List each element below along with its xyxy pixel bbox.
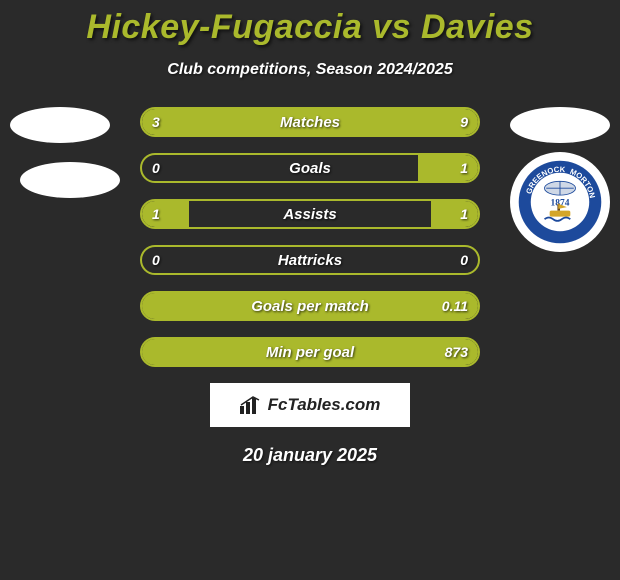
stat-fill-right (226, 109, 478, 135)
stat-value-left: 0 (142, 155, 170, 181)
stat-row: 01Goals (140, 153, 480, 183)
page-subtitle: Club competitions, Season 2024/2025 (0, 61, 620, 79)
player-left-avatar-placeholder (10, 107, 110, 143)
stat-fill-right (431, 201, 478, 227)
stat-rows: 39Matches01Goals11Assists00Hattricks0.11… (140, 107, 480, 367)
brand-chart-icon (240, 396, 262, 414)
stat-row: 11Assists (140, 199, 480, 229)
player-left-club-placeholder (20, 162, 120, 198)
stat-row: 0 0Hattricks (140, 245, 480, 275)
stat-row: 873Min per goal (140, 337, 480, 367)
stat-value-left: 0 (142, 247, 170, 273)
player-right-avatar-placeholder (510, 107, 610, 143)
stat-fill-left (142, 201, 189, 227)
comparison-chart: GREENOCK MORTON F.C. LTD 1874 39Matches 0… (0, 107, 620, 367)
stat-fill-right (418, 155, 478, 181)
stat-fill-left (142, 109, 226, 135)
player-right-club-badge: GREENOCK MORTON F.C. LTD 1874 (510, 152, 610, 252)
stat-label: Hattricks (142, 247, 478, 273)
stat-label: Assists (142, 201, 478, 227)
stat-fill-right (142, 339, 478, 365)
stat-row: 0.11Goals per match (140, 291, 480, 321)
stat-value-right: 0 (450, 247, 478, 273)
page-title: Hickey-Fugaccia vs Davies (0, 0, 620, 47)
brand-badge: FcTables.com (210, 383, 410, 427)
stat-row: 39Matches (140, 107, 480, 137)
club-crest-icon: GREENOCK MORTON F.C. LTD 1874 (517, 159, 603, 245)
brand-text: FcTables.com (268, 395, 381, 415)
stat-fill-right (142, 293, 478, 319)
date-stamp: 20 january 2025 (0, 445, 620, 466)
